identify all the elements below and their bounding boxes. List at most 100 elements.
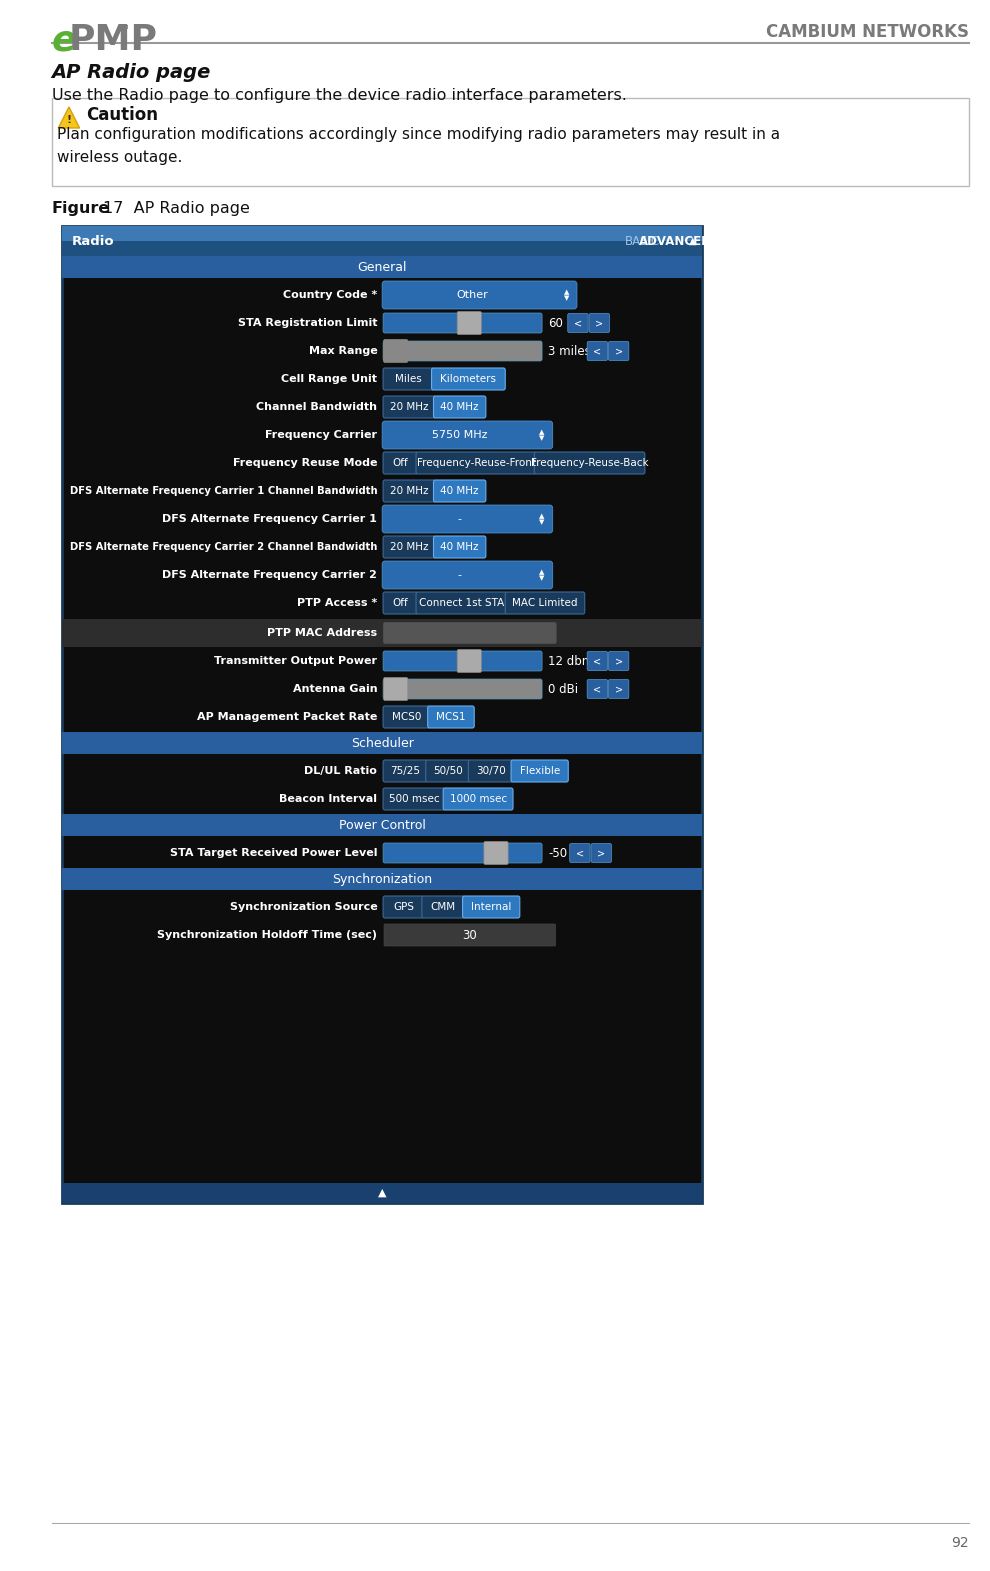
Text: 30: 30 [462,928,477,941]
Text: 40 MHz: 40 MHz [441,402,479,412]
FancyBboxPatch shape [383,679,543,699]
FancyBboxPatch shape [51,97,968,185]
FancyBboxPatch shape [62,226,702,240]
Text: -50: -50 [547,847,567,859]
FancyBboxPatch shape [434,536,486,558]
Text: <: < [574,317,582,328]
Text: General: General [357,261,407,273]
FancyBboxPatch shape [382,504,552,533]
FancyBboxPatch shape [383,789,446,811]
Text: Connect 1st STA: Connect 1st STA [419,599,504,608]
Text: <: < [593,683,601,694]
Text: MAC Limited: MAC Limited [512,599,578,608]
Text: Antenna Gain: Antenna Gain [293,683,377,694]
Text: Cell Range Unit: Cell Range Unit [281,374,377,383]
FancyBboxPatch shape [383,452,418,474]
FancyBboxPatch shape [383,339,408,363]
Text: Off: Off [393,599,409,608]
Text: !: ! [66,115,71,126]
FancyBboxPatch shape [383,677,408,701]
Text: Country Code *: Country Code * [283,291,377,300]
Polygon shape [58,107,79,127]
Text: DFS Alternate Frequency Carrier 1 Channel Bandwidth: DFS Alternate Frequency Carrier 1 Channe… [69,485,377,496]
Text: Off: Off [393,459,409,468]
Text: 40 MHz: 40 MHz [441,542,479,551]
FancyBboxPatch shape [383,481,436,503]
Text: MCS1: MCS1 [437,712,465,723]
Text: DFS Alternate Frequency Carrier 2: DFS Alternate Frequency Carrier 2 [162,570,377,580]
Text: 0 dBi: 0 dBi [547,682,578,696]
FancyBboxPatch shape [434,396,486,418]
FancyBboxPatch shape [416,592,507,614]
Text: Synchronization: Synchronization [332,872,433,886]
Text: STA Target Received Power Level: STA Target Received Power Level [169,848,377,858]
FancyBboxPatch shape [62,619,702,647]
FancyBboxPatch shape [62,226,702,1203]
Text: Figure: Figure [51,201,110,215]
Text: Synchronization Source: Synchronization Source [230,902,377,913]
Text: 20 MHz: 20 MHz [390,485,429,496]
Text: e: e [51,24,76,57]
Text: 20 MHz: 20 MHz [390,542,429,551]
FancyBboxPatch shape [382,421,552,449]
Text: DL/UL Ratio: DL/UL Ratio [304,767,377,776]
FancyBboxPatch shape [462,895,520,917]
Text: AP Management Packet Rate: AP Management Packet Rate [197,712,377,723]
Text: ADVANCED: ADVANCED [639,234,712,248]
Text: 12 dbm: 12 dbm [547,655,593,668]
FancyBboxPatch shape [383,622,556,644]
FancyBboxPatch shape [426,760,470,782]
Text: <: < [593,346,601,357]
Text: 75/25: 75/25 [390,767,421,776]
FancyBboxPatch shape [62,869,702,891]
FancyBboxPatch shape [384,924,555,946]
Text: -: - [457,514,461,525]
Text: 500 msec: 500 msec [389,793,440,804]
Text: GPS: GPS [393,902,414,913]
Text: 1000 msec: 1000 msec [449,793,507,804]
Text: DFS Alternate Frequency Carrier 1: DFS Alternate Frequency Carrier 1 [162,514,377,525]
Text: 3 miles: 3 miles [547,344,591,358]
FancyBboxPatch shape [432,368,505,390]
Text: Use the Radio page to configure the device radio interface parameters.: Use the Radio page to configure the devi… [51,88,627,104]
FancyBboxPatch shape [457,311,481,335]
Text: DFS Alternate Frequency Carrier 2 Channel Bandwidth: DFS Alternate Frequency Carrier 2 Channe… [70,542,377,551]
Text: Transmitter Output Power: Transmitter Output Power [214,657,377,666]
FancyBboxPatch shape [568,314,588,333]
Text: PTP MAC Address: PTP MAC Address [267,628,377,638]
FancyBboxPatch shape [505,592,585,614]
Text: Synchronization Holdoff Time (sec): Synchronization Holdoff Time (sec) [157,930,377,939]
FancyBboxPatch shape [428,705,474,727]
Text: ▲: ▲ [540,569,545,575]
Text: Max Range: Max Range [309,346,377,357]
Text: ™: ™ [118,24,132,38]
Text: ▲: ▲ [378,1188,386,1199]
Text: Radio: Radio [72,234,115,248]
FancyBboxPatch shape [383,592,418,614]
FancyBboxPatch shape [382,281,577,309]
FancyBboxPatch shape [383,396,436,418]
FancyBboxPatch shape [416,452,537,474]
FancyBboxPatch shape [569,844,590,862]
Text: 40 MHz: 40 MHz [441,485,479,496]
FancyBboxPatch shape [457,649,481,672]
FancyBboxPatch shape [587,652,608,671]
Text: 5750 MHz: 5750 MHz [432,430,487,440]
Text: >: > [595,317,603,328]
Text: Plan configuration modifications accordingly since modifying radio parameters ma: Plan configuration modifications accordi… [57,127,780,165]
FancyBboxPatch shape [587,680,608,699]
FancyBboxPatch shape [383,368,434,390]
Text: Beacon Interval: Beacon Interval [279,793,377,804]
Text: -: - [457,570,461,580]
Text: STA Registration Limit: STA Registration Limit [238,317,377,328]
FancyBboxPatch shape [62,814,702,836]
Text: Power Control: Power Control [339,818,426,831]
FancyBboxPatch shape [62,1183,702,1203]
FancyBboxPatch shape [609,652,629,671]
Text: PTP Access *: PTP Access * [297,599,377,608]
Text: >: > [615,657,623,666]
Text: PMP: PMP [69,24,158,57]
Text: Miles: Miles [395,374,422,383]
FancyBboxPatch shape [383,705,430,727]
FancyBboxPatch shape [383,650,543,671]
